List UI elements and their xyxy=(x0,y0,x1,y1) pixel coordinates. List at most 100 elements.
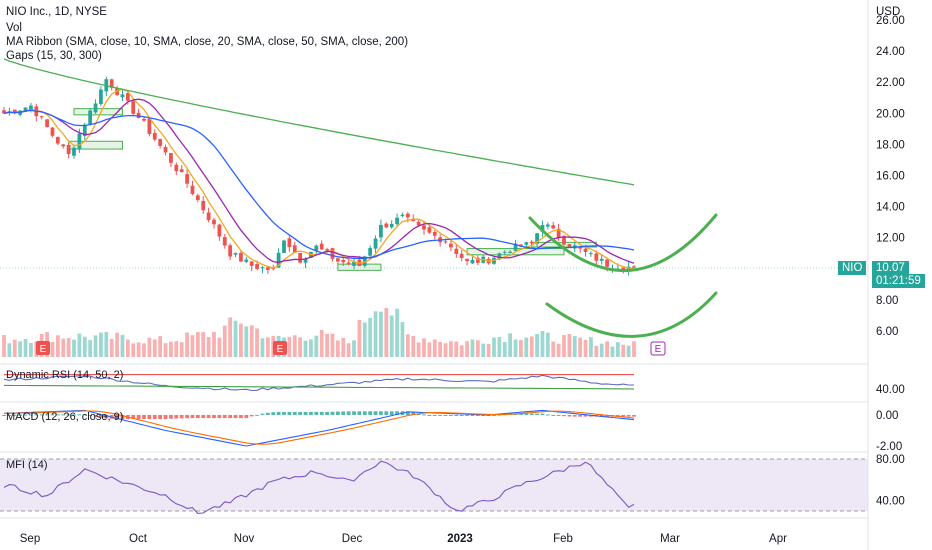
macd-histogram-bar xyxy=(551,415,556,416)
macd-histogram-bar xyxy=(395,411,399,415)
sma-50-line xyxy=(3,109,635,260)
macd-histogram-bar xyxy=(454,415,459,416)
volume-bar xyxy=(109,338,114,357)
candle xyxy=(131,100,136,117)
volume-bar xyxy=(599,343,604,357)
macd-histogram-bar xyxy=(443,415,448,416)
macd-histogram-bar xyxy=(206,415,211,419)
macd-histogram-bar xyxy=(55,414,60,416)
candle xyxy=(239,250,243,262)
macd-histogram-bar xyxy=(562,415,566,417)
macd-histogram-bar xyxy=(572,415,577,417)
candle xyxy=(330,247,335,262)
volume-bar xyxy=(2,335,6,357)
volume-bar xyxy=(319,329,324,357)
volume-bar xyxy=(578,337,583,357)
candle xyxy=(265,265,270,274)
macd-histogram-bar xyxy=(475,415,480,416)
candle xyxy=(389,220,394,229)
macd-histogram-bar xyxy=(352,411,356,415)
volume-bar xyxy=(502,342,507,357)
candle xyxy=(551,221,556,230)
macd-histogram-bar xyxy=(319,411,324,415)
macd-histogram-bar xyxy=(18,414,23,416)
volume-bar xyxy=(562,335,566,357)
time-tick: Nov xyxy=(234,533,255,545)
candle xyxy=(535,232,539,248)
symbol-tag[interactable]: NIO xyxy=(838,261,867,275)
candle xyxy=(459,250,464,262)
volume-bar xyxy=(179,342,184,357)
macd-histogram-bar xyxy=(82,414,87,416)
volume-bar xyxy=(362,322,367,357)
volume-bar xyxy=(23,339,28,357)
candle xyxy=(222,233,227,249)
volume-bar xyxy=(379,311,383,357)
volume-bar xyxy=(589,337,593,357)
time-tick: Oct xyxy=(129,533,148,545)
volume-bar xyxy=(352,340,356,357)
candle xyxy=(163,144,168,156)
macd-histogram-bar xyxy=(222,415,227,419)
indicator-gaps[interactable]: Gaps (15, 30, 300) xyxy=(6,50,102,62)
volume-bar xyxy=(212,331,216,357)
indicator-vol[interactable]: Vol xyxy=(6,22,22,34)
macd-histogram-bar xyxy=(298,411,303,415)
volume-bar xyxy=(346,343,351,357)
candle xyxy=(61,143,66,149)
volume-bar xyxy=(422,338,426,357)
macd-histogram-bar xyxy=(373,411,378,415)
earnings-marker[interactable]: E xyxy=(273,341,287,355)
candle xyxy=(475,255,480,266)
volume-bar xyxy=(481,343,486,357)
macd-histogram-bar xyxy=(287,411,292,415)
candle xyxy=(292,241,297,253)
volume-bar xyxy=(551,341,556,357)
symbol-title[interactable]: NIO Inc., 1D, NYSE xyxy=(6,6,107,18)
curve-annotation-upper[interactable] xyxy=(528,213,718,272)
macd-histogram-bar xyxy=(578,415,583,417)
volume-bar xyxy=(583,339,588,357)
macd-histogram-bar xyxy=(136,415,141,420)
volume-bar xyxy=(239,323,243,357)
volume-bar xyxy=(233,320,238,357)
volume-bar xyxy=(7,343,12,357)
rsi-lower-band xyxy=(4,384,634,390)
candle xyxy=(185,168,189,189)
volume-bar xyxy=(61,338,66,357)
volume-bar xyxy=(125,339,130,357)
macd-histogram-bar xyxy=(529,413,534,415)
macd-histogram-bar xyxy=(314,411,319,415)
candle xyxy=(228,243,233,260)
candle xyxy=(206,207,211,223)
macd-histogram-bar xyxy=(535,413,539,415)
macd-histogram-bar xyxy=(615,415,620,417)
earnings-marker-upcoming[interactable]: E xyxy=(650,341,666,356)
volume-bar xyxy=(519,340,523,357)
macd-histogram-bar xyxy=(481,415,486,416)
volume-bar xyxy=(152,339,157,357)
volume-bar xyxy=(309,339,313,357)
candle xyxy=(29,102,33,113)
volume-bar xyxy=(131,343,136,357)
volume-bar xyxy=(368,317,373,357)
curve-annotation-lower[interactable] xyxy=(545,291,718,338)
earnings-marker[interactable]: E xyxy=(36,341,50,355)
candle xyxy=(449,239,453,252)
candle xyxy=(109,78,114,91)
price-tick: 12.00 xyxy=(876,233,905,245)
volume-bar xyxy=(475,340,480,357)
candle xyxy=(335,258,340,265)
indicator-lines xyxy=(2,374,636,514)
indicator-ma-ribbon[interactable]: MA Ribbon (SMA, close, 10, SMA, close, 2… xyxy=(6,36,409,48)
macd-histogram-bar xyxy=(45,414,49,416)
macd-histogram-bar xyxy=(179,415,184,419)
volume-bar xyxy=(244,326,249,357)
volume-bar xyxy=(115,332,119,357)
macd-histogram-bar xyxy=(131,415,136,420)
candle xyxy=(190,180,195,196)
volume-bar xyxy=(255,328,259,357)
sma-200-line xyxy=(3,58,635,186)
volume-bar xyxy=(158,336,163,357)
